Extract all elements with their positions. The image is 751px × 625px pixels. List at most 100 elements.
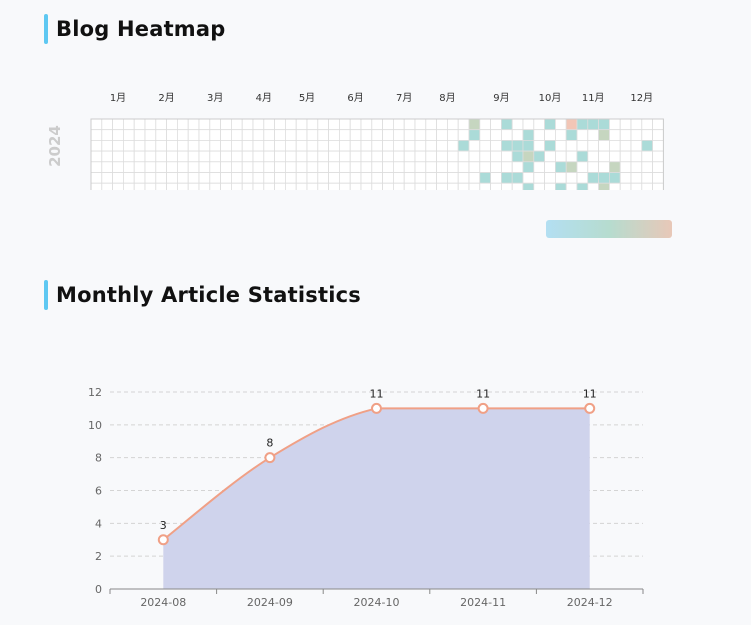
heatmap-cell[interactable]: [360, 140, 373, 152]
heatmap-cell[interactable]: [522, 172, 535, 184]
heatmap-cell[interactable]: [425, 150, 437, 163]
heatmap-cell[interactable]: [446, 161, 459, 173]
heatmap-cell[interactable]: [338, 140, 351, 152]
heatmap-cell[interactable]: [295, 129, 308, 141]
heatmap-cell[interactable]: [565, 161, 578, 173]
heatmap-cell[interactable]: [166, 118, 178, 131]
heatmap-cell[interactable]: [436, 129, 448, 141]
heatmap-cell[interactable]: [392, 140, 405, 152]
heatmap-cell[interactable]: [295, 118, 308, 131]
heatmap-cell[interactable]: [598, 118, 610, 131]
heatmap-cell[interactable]: [414, 129, 427, 141]
heatmap-cell[interactable]: [123, 172, 135, 184]
heatmap-cell[interactable]: [284, 129, 297, 141]
heatmap-cell[interactable]: [317, 182, 329, 190]
heatmap-cell[interactable]: [101, 140, 114, 152]
heatmap-cell[interactable]: [511, 150, 524, 163]
heatmap-cell[interactable]: [522, 129, 535, 141]
heatmap-cell[interactable]: [544, 140, 556, 152]
heatmap-cell[interactable]: [220, 182, 232, 190]
heatmap-cell[interactable]: [90, 150, 103, 163]
heatmap-cell[interactable]: [576, 172, 589, 184]
heatmap-cell[interactable]: [295, 140, 308, 152]
heatmap-cell[interactable]: [166, 172, 178, 184]
heatmap-cell[interactable]: [209, 172, 222, 184]
heatmap-cell[interactable]: [220, 129, 232, 141]
heatmap-cell[interactable]: [241, 161, 254, 173]
heatmap-cell[interactable]: [414, 118, 427, 131]
heatmap-cell[interactable]: [609, 161, 621, 173]
heatmap-cell[interactable]: [403, 172, 416, 184]
data-point[interactable]: [371, 402, 382, 414]
heatmap-cell[interactable]: [436, 172, 448, 184]
heatmap-cell[interactable]: [123, 140, 135, 152]
heatmap-cell[interactable]: [112, 150, 124, 163]
heatmap-cell[interactable]: [382, 172, 394, 184]
heatmap-cell[interactable]: [382, 129, 394, 141]
heatmap-cell[interactable]: [479, 118, 491, 131]
heatmap-cell[interactable]: [511, 172, 524, 184]
heatmap-cell[interactable]: [166, 129, 178, 141]
heatmap-cell[interactable]: [220, 172, 232, 184]
heatmap-cell[interactable]: [609, 182, 621, 190]
heatmap-cell[interactable]: [328, 182, 340, 190]
heatmap-cell[interactable]: [144, 182, 157, 190]
heatmap-cell[interactable]: [338, 172, 351, 184]
heatmap-cell[interactable]: [576, 140, 589, 152]
heatmap-cell[interactable]: [328, 129, 340, 141]
heatmap-cell[interactable]: [176, 161, 189, 173]
heatmap-cell[interactable]: [90, 172, 103, 184]
heatmap-cell[interactable]: [598, 129, 610, 141]
heatmap-cell[interactable]: [414, 150, 427, 163]
heatmap-cell[interactable]: [187, 150, 200, 163]
heatmap-cell[interactable]: [252, 140, 265, 152]
heatmap-cell[interactable]: [587, 118, 599, 131]
heatmap-cell[interactable]: [619, 161, 632, 173]
heatmap-cell[interactable]: [263, 161, 275, 173]
heatmap-cell[interactable]: [284, 150, 297, 163]
heatmap-cell[interactable]: [511, 182, 524, 190]
heatmap-cell[interactable]: [274, 150, 286, 163]
heatmap-cell[interactable]: [252, 150, 265, 163]
heatmap-cell[interactable]: [446, 182, 459, 190]
heatmap-cell[interactable]: [500, 161, 513, 173]
heatmap-cell[interactable]: [457, 129, 470, 141]
heatmap-cell[interactable]: [166, 161, 178, 173]
heatmap-cell[interactable]: [112, 172, 124, 184]
heatmap-cell[interactable]: [187, 129, 200, 141]
heatmap-cell[interactable]: [576, 161, 589, 173]
data-point[interactable]: [584, 402, 596, 414]
heatmap-cell[interactable]: [187, 182, 200, 190]
heatmap-cell[interactable]: [576, 150, 589, 163]
heatmap-cell[interactable]: [144, 129, 157, 141]
data-point[interactable]: [157, 534, 169, 546]
heatmap-cell[interactable]: [360, 172, 373, 184]
heatmap-cell[interactable]: [403, 129, 416, 141]
heatmap-cell[interactable]: [598, 161, 610, 173]
heatmap-cell[interactable]: [598, 182, 610, 190]
heatmap-cell[interactable]: [555, 172, 567, 184]
heatmap-cell[interactable]: [382, 182, 394, 190]
heatmap-cell[interactable]: [306, 118, 319, 131]
heatmap-cell[interactable]: [544, 129, 556, 141]
heatmap-cell[interactable]: [641, 182, 653, 190]
heatmap-cell[interactable]: [500, 150, 513, 163]
heatmap-cell[interactable]: [90, 129, 103, 141]
heatmap-cell[interactable]: [436, 118, 448, 131]
heatmap-cell[interactable]: [414, 172, 427, 184]
heatmap-cell[interactable]: [263, 129, 275, 141]
heatmap-cell[interactable]: [630, 161, 643, 173]
heatmap-cell[interactable]: [533, 118, 545, 131]
heatmap-cell[interactable]: [209, 161, 222, 173]
heatmap-cell[interactable]: [392, 150, 405, 163]
heatmap-cell[interactable]: [457, 140, 470, 152]
heatmap-cell[interactable]: [133, 182, 146, 190]
heatmap-cell[interactable]: [490, 161, 502, 173]
heatmap-cell[interactable]: [90, 140, 103, 152]
heatmap-cell[interactable]: [500, 182, 513, 190]
heatmap-cell[interactable]: [133, 172, 146, 184]
heatmap-cell[interactable]: [522, 161, 535, 173]
heatmap-cell[interactable]: [511, 161, 524, 173]
heatmap-cell[interactable]: [555, 161, 567, 173]
heatmap-cell[interactable]: [436, 161, 448, 173]
